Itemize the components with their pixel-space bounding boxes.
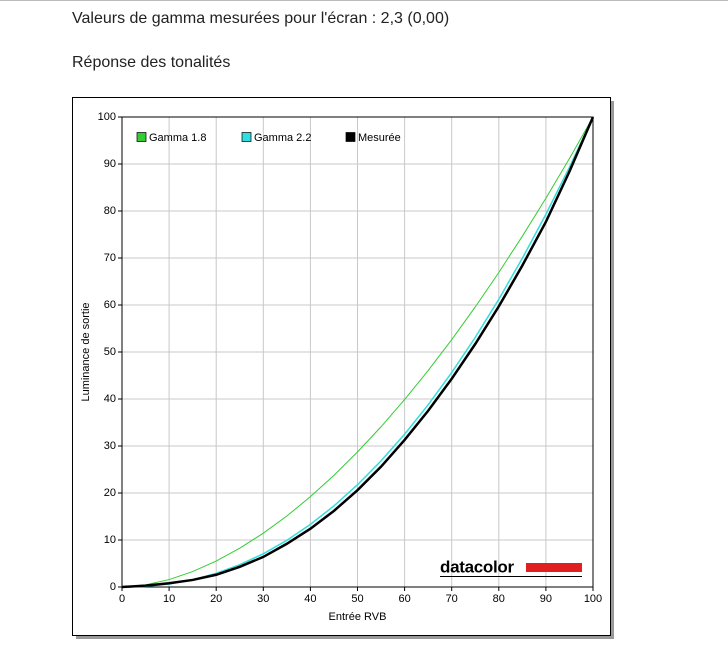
x-tick-label: 20 <box>210 593 222 605</box>
plot: 0 10 20 30 40 50 60 70 80 90 100 0 10 20 30 40 50 60 70 80 9… <box>80 111 602 623</box>
watermark-bar <box>526 563 582 572</box>
x-tick-label: 60 <box>398 593 410 605</box>
legend-label: Gamma 1.8 <box>149 132 206 144</box>
x-tick-label: 70 <box>446 593 458 605</box>
y-tick-label: 0 <box>110 581 116 593</box>
chart-frame <box>72 97 611 636</box>
x-tick-label: 50 <box>351 593 363 605</box>
legend-swatch <box>136 132 147 142</box>
y-axis-label: Luminance de sortie <box>80 302 92 401</box>
page-title: Valeurs de gamma mesurées pour l'écran :… <box>72 10 450 27</box>
y-tick-label: 40 <box>104 393 116 405</box>
y-tick-label: 20 <box>104 487 116 499</box>
series-line <box>121 116 595 589</box>
y-tick-label: 10 <box>104 534 116 546</box>
y-tick-label: 30 <box>104 440 116 452</box>
legend-label: Gamma 2.2 <box>254 132 311 144</box>
legend-swatch <box>241 132 252 142</box>
y-tick-label: 80 <box>104 205 116 217</box>
legend-label: Mesurée <box>358 132 401 144</box>
x-tick-label: 90 <box>540 593 552 605</box>
x-tick-label: 0 <box>119 593 125 605</box>
x-tick-label: 80 <box>493 593 505 605</box>
x-tick-label: 30 <box>257 593 269 605</box>
legend-swatch <box>345 132 356 142</box>
y-tick-label: 50 <box>104 346 116 358</box>
section-title: Réponse des tonalités <box>72 54 231 71</box>
y-tick-label: 60 <box>104 299 116 311</box>
watermark: datacolor <box>440 557 515 576</box>
x-axis-label: Entrée RVB <box>329 611 387 623</box>
x-tick-label: 100 <box>584 593 602 605</box>
y-tick-label: 100 <box>98 111 116 123</box>
x-tick-label: 40 <box>304 593 316 605</box>
y-tick-label: 70 <box>104 252 116 264</box>
plot-frame <box>121 116 594 588</box>
x-tick-label: 10 <box>163 593 175 605</box>
series-line <box>121 116 594 588</box>
y-tick-label: 90 <box>104 158 116 170</box>
